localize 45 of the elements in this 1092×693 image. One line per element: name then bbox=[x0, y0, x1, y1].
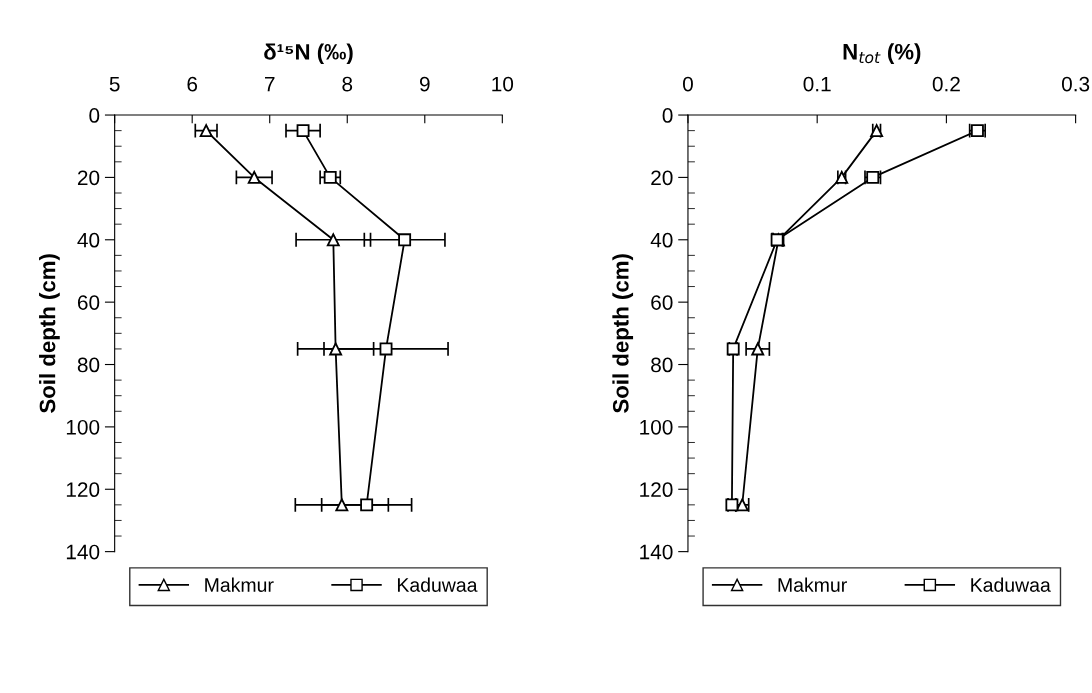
legend-label: Makmur bbox=[205, 577, 274, 592]
y-tick-label: 120 bbox=[66, 482, 100, 498]
x-axis-title: δ¹⁵N (‰) bbox=[264, 43, 353, 65]
point bbox=[335, 498, 349, 512]
x-tick-label: 0 bbox=[682, 76, 693, 92]
y-tick-label: 20 bbox=[77, 170, 100, 186]
point bbox=[329, 342, 343, 356]
x-tick-label: 6 bbox=[187, 76, 198, 92]
x-axis-title: N$_{tot}$ (%) bbox=[843, 43, 921, 64]
x-tick-label: 0.1 bbox=[803, 76, 831, 92]
legend-label: Kaduwaa bbox=[971, 577, 1051, 592]
x-tick-label: 10 bbox=[492, 76, 514, 92]
point bbox=[398, 233, 412, 247]
y-tick-label: 0 bbox=[662, 108, 673, 123]
legend-label: Kaduwaa bbox=[397, 577, 478, 592]
x-tick-label: 0.3 bbox=[1061, 76, 1090, 92]
point bbox=[296, 124, 310, 138]
y-tick-label: 120 bbox=[640, 482, 673, 498]
y-tick-label: 80 bbox=[651, 357, 673, 373]
x-tick-label: 0.2 bbox=[932, 76, 960, 92]
point bbox=[360, 498, 374, 512]
y-tick-label: 20 bbox=[651, 170, 673, 186]
y-tick-label: 60 bbox=[77, 295, 100, 310]
x-tick-label: 8 bbox=[342, 76, 353, 92]
y-tick-label: 40 bbox=[77, 232, 100, 248]
y-tick-label: 140 bbox=[66, 544, 100, 560]
y-axis-title: Soil depth (cm) bbox=[39, 254, 60, 413]
x-tick-label: 9 bbox=[419, 76, 430, 92]
y-tick-label: 100 bbox=[66, 419, 100, 435]
point bbox=[326, 233, 340, 247]
legend-label: Makmur bbox=[778, 577, 847, 592]
point bbox=[323, 170, 337, 184]
point bbox=[751, 342, 765, 356]
y-axis-title: Soil depth (cm) bbox=[612, 254, 634, 413]
y-tick-label: 40 bbox=[650, 232, 673, 248]
point bbox=[379, 342, 393, 356]
x-tick-label: 7 bbox=[265, 76, 275, 92]
x-tick-label: 5 bbox=[109, 76, 120, 92]
y-tick-label: 60 bbox=[651, 295, 673, 310]
point bbox=[247, 170, 261, 184]
y-tick-label: 140 bbox=[640, 544, 673, 560]
y-tick-label: 0 bbox=[89, 108, 100, 123]
y-tick-label: 80 bbox=[77, 357, 100, 373]
point bbox=[199, 124, 213, 138]
y-tick-label: 100 bbox=[640, 419, 673, 435]
